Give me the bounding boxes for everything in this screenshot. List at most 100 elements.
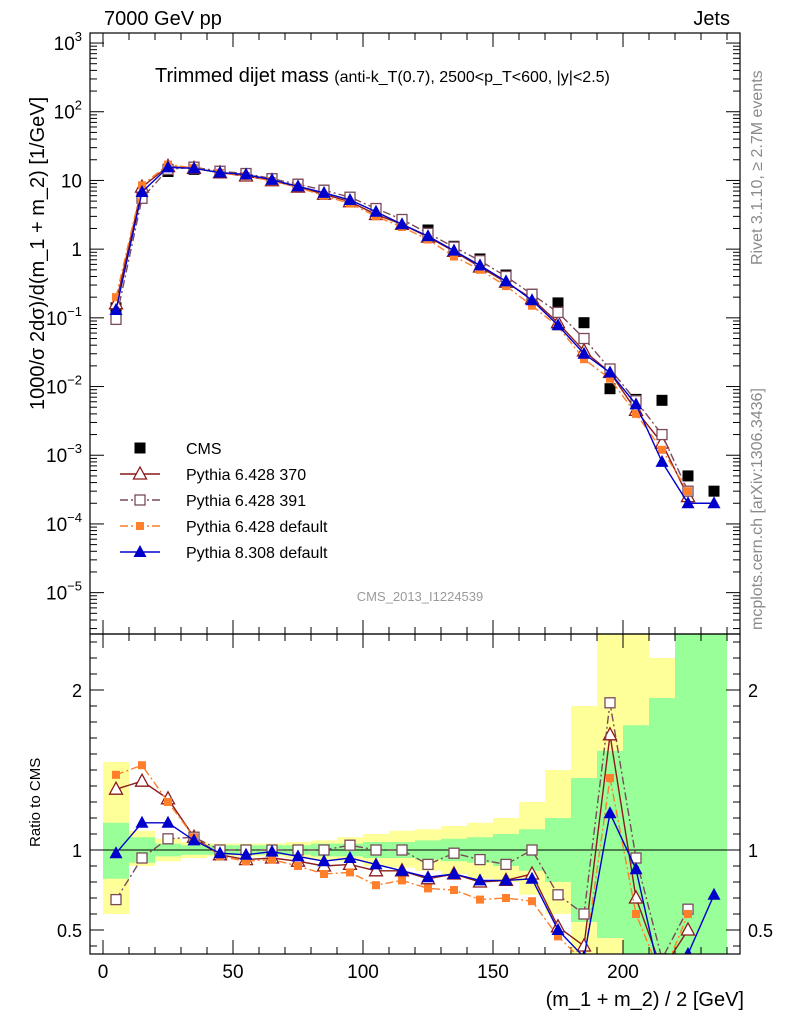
- series-line: [115, 166, 714, 504]
- ratio-data-point: [603, 806, 617, 819]
- ratio-xtick-label: 50: [222, 962, 243, 983]
- ratio-data-point: [164, 798, 172, 806]
- ratio-data-point: [242, 857, 250, 866]
- data-point: [551, 318, 565, 331]
- legend-label: Pythia 8.308 default: [186, 545, 328, 562]
- main-ytick-exp: −3: [67, 441, 82, 456]
- ratio-data-point: [396, 844, 408, 856]
- ratio-data-point: [606, 774, 614, 782]
- ratio-data-point: [109, 846, 123, 859]
- ratio-data-point: [447, 867, 461, 879]
- data-point: [578, 317, 590, 329]
- ratio-data-point: [658, 974, 666, 982]
- ratio-data-point: [268, 855, 276, 864]
- data-point: [682, 470, 694, 482]
- ratio-ytick-label: 1: [72, 841, 82, 861]
- ratio-data-point: [656, 963, 669, 975]
- ratio-data-point: [320, 870, 328, 878]
- data-point: [343, 192, 357, 205]
- main-ytick-label: 10−5: [46, 579, 82, 605]
- data-point: [708, 485, 720, 497]
- ratio-data-point: [294, 862, 302, 870]
- ratio-series-group: [108, 697, 721, 982]
- ratio-ytick-label-right: 0.5: [748, 921, 773, 941]
- ratio-data-point: [474, 853, 486, 866]
- data-point: [447, 243, 461, 256]
- data-point: [552, 306, 564, 319]
- ratio-data-point: [136, 852, 148, 864]
- ratio-data-point: [551, 923, 565, 935]
- main-ytick-base: 10: [54, 34, 75, 55]
- ratio-data-point: [421, 870, 435, 883]
- ratio-xtick-label: 150: [477, 962, 509, 983]
- data-point: [239, 167, 253, 180]
- legend: CMS Pythia 6.428 370 Pythia 6.428 391 Pythi…: [120, 441, 328, 562]
- ratio-xtick-label: 200: [607, 962, 639, 983]
- data-point: [112, 293, 120, 302]
- data-point: [606, 374, 614, 383]
- ratio-data-point: [138, 761, 146, 770]
- ratio-data-point: [629, 862, 643, 875]
- ratio-ytick-label: 2: [72, 681, 82, 701]
- main-ytick-label: 10−4: [46, 510, 82, 536]
- main-series-group: [108, 158, 721, 509]
- ratio-data-point: [343, 851, 357, 863]
- ratio-data-point: [368, 862, 384, 877]
- legend-label: Pythia 6.428 default: [186, 519, 328, 536]
- data-point: [213, 165, 227, 178]
- main-ytick-base: 10: [46, 515, 67, 536]
- ratio-data-point: [502, 894, 510, 902]
- data-point: [369, 204, 383, 217]
- data-point: [681, 496, 695, 509]
- data-point: [656, 394, 668, 406]
- series-4: [109, 160, 721, 509]
- ratio-data-point: [291, 849, 305, 862]
- ratio-data-point: [580, 958, 588, 966]
- data-point: [187, 161, 201, 174]
- ratio-data-point: [578, 908, 590, 920]
- main-ylabel: 1000/σ 2dσ)/d(m_1 + m_2) [1/GeV]: [27, 97, 49, 410]
- main-ytick-label: 102: [54, 98, 82, 124]
- data-point: [317, 185, 331, 198]
- main-ytick-base: 10: [46, 584, 67, 605]
- ratio-data-point: [450, 886, 458, 894]
- ratio-data-point: [108, 780, 124, 795]
- ratio-data-point: [424, 884, 432, 893]
- ratio-data-point: [680, 921, 696, 936]
- data-point: [499, 274, 513, 287]
- main-title-text: Trimmed dijet mass: [155, 65, 329, 87]
- ratio-data-point: [110, 893, 122, 906]
- data-point: [528, 301, 536, 310]
- header-right: Jets: [693, 8, 730, 30]
- data-point: [655, 454, 669, 467]
- ratio-series-3: [109, 806, 721, 954]
- ratio-data-point: [398, 876, 406, 885]
- data-point: [395, 217, 409, 230]
- main-ytick-base: 10: [46, 446, 67, 467]
- data-point: [109, 303, 123, 316]
- ratio-data-point: [684, 947, 692, 954]
- legend-marker: [136, 522, 144, 530]
- main-ytick-label: 10−2: [46, 373, 82, 399]
- ratio-data-point: [632, 910, 640, 918]
- ratio-data-point: [422, 858, 434, 871]
- main-ytick-exp: −1: [67, 304, 82, 319]
- data-point: [656, 428, 668, 441]
- data-point: [632, 409, 640, 418]
- ratio-data-point: [317, 854, 331, 867]
- main-ytick-exp: −2: [67, 373, 82, 388]
- data-point: [629, 397, 643, 410]
- ratio-data-point: [395, 863, 409, 876]
- ratio-data-point: [656, 953, 668, 954]
- data-point: [135, 184, 149, 197]
- ratio-data-point: [499, 873, 513, 886]
- ratio-data-point: [112, 770, 120, 779]
- ratio-data-point: [448, 847, 460, 859]
- main-ytick-label: 103: [54, 29, 82, 55]
- data-point: [603, 365, 617, 378]
- ratio-data-point: [369, 857, 383, 870]
- main-ytick-label: 10−3: [46, 441, 82, 467]
- watermark: CMS_2013_I1224539: [357, 589, 484, 604]
- ratio-data-point: [370, 844, 382, 856]
